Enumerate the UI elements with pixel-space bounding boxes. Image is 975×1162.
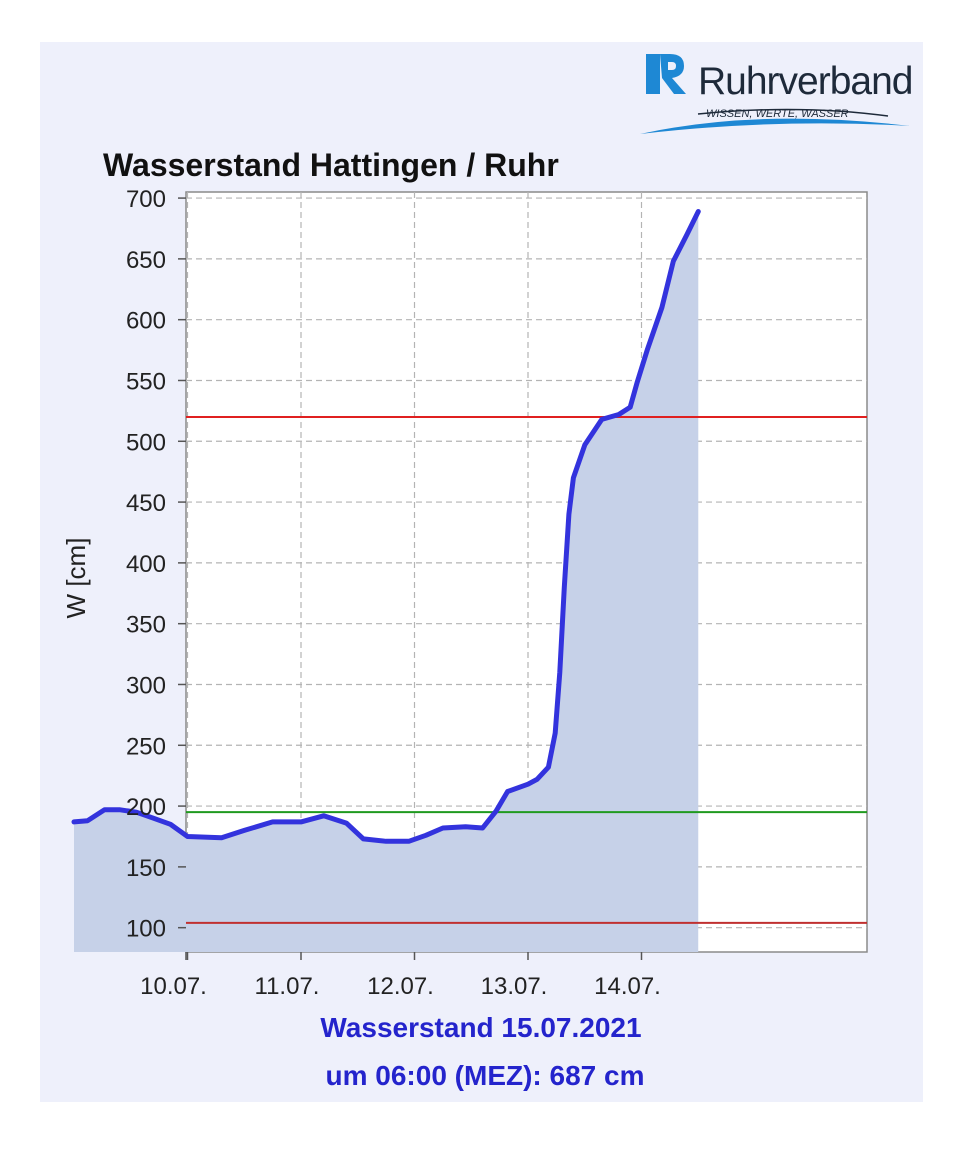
x-tick-label: 10.07. bbox=[140, 973, 207, 1000]
y-ticks: 700 650 600 550 500 450 400 350 300 250 200 150 100 bbox=[126, 186, 186, 943]
x-tick-label: 11.07. bbox=[255, 973, 320, 1000]
y-tick-label: 150 bbox=[126, 855, 166, 882]
ruhrverband-logo: Ruhrverband WISSEN, WERTE, WASSER bbox=[638, 48, 918, 148]
series-area bbox=[74, 211, 699, 952]
brand-tagline: WISSEN, WERTE, WASSER bbox=[706, 108, 849, 120]
area-layer bbox=[74, 211, 699, 952]
x-tick-label: 12.07. bbox=[367, 973, 434, 1000]
y-tick-label: 350 bbox=[126, 612, 166, 639]
y-tick-label: 500 bbox=[126, 429, 166, 456]
ruhrverband-logo-mark bbox=[640, 54, 910, 134]
y-tick-label: 600 bbox=[126, 308, 166, 335]
status-line-1: Wasserstand 15.07.2021 bbox=[320, 1012, 641, 1043]
y-tick-label: 400 bbox=[126, 551, 166, 578]
y-tick-label: 700 bbox=[126, 186, 166, 213]
y-axis-label: W [cm] bbox=[61, 538, 91, 619]
y-tick-label: 300 bbox=[126, 672, 166, 699]
series-line bbox=[71, 209, 701, 844]
status-line-2: um 06:00 (MEZ): 687 cm bbox=[326, 1060, 645, 1091]
y-tick-label: 650 bbox=[126, 247, 166, 274]
threshold-lines bbox=[186, 415, 867, 924]
brand-name: Ruhrverband bbox=[698, 60, 913, 103]
x-tick-label: 14.07. bbox=[594, 973, 661, 1000]
chart-title: Wasserstand Hattingen / Ruhr bbox=[103, 147, 559, 183]
series-line-layer bbox=[71, 209, 701, 844]
y-tick-label: 100 bbox=[126, 916, 166, 943]
y-tick-label: 250 bbox=[126, 733, 166, 760]
y-tick-label: 550 bbox=[126, 368, 166, 395]
x-ticks: 10.07. 11.07. 12.07. 13.07. 14.07. bbox=[140, 952, 661, 1000]
x-tick-label: 13.07. bbox=[481, 973, 548, 1000]
y-tick-label: 200 bbox=[126, 794, 166, 821]
y-tick-label: 450 bbox=[126, 490, 166, 517]
